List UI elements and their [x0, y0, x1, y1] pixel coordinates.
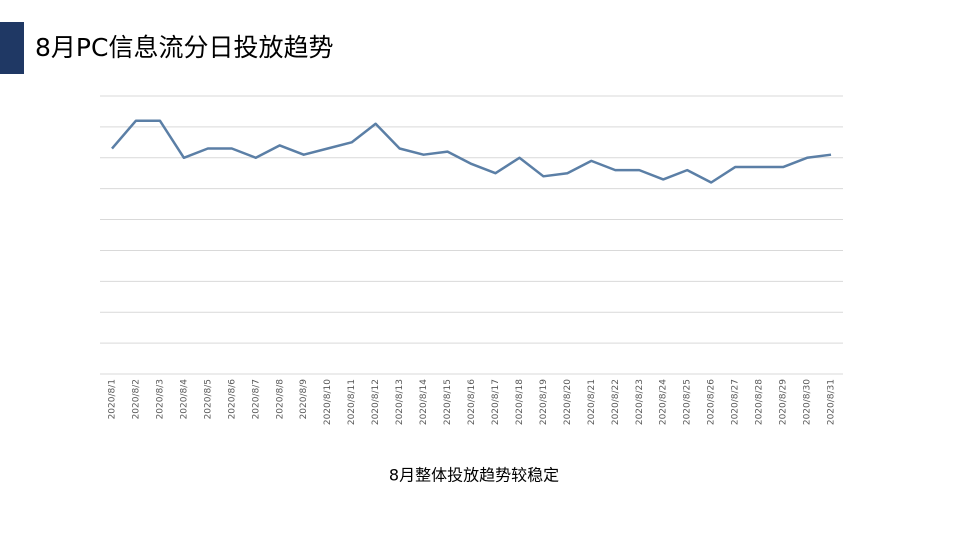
caption: 8月整体投放趋势较稳定 [389, 466, 559, 485]
x-tick-label: 2020/8/24 [659, 379, 669, 425]
x-tick-label: 2020/8/18 [515, 379, 525, 425]
x-tick-label: 2020/8/10 [323, 379, 333, 425]
x-tick-label: 2020/8/30 [803, 379, 813, 425]
x-tick-label: 2020/8/4 [179, 379, 189, 420]
x-tick-label: 2020/8/21 [587, 379, 597, 425]
x-tick-label: 2020/8/3 [155, 379, 165, 419]
x-tick-label: 2020/8/6 [227, 379, 237, 420]
x-tick-label: 2020/8/25 [683, 379, 693, 425]
x-tick-label: 2020/8/19 [539, 379, 549, 425]
x-tick-label: 2020/8/31 [827, 379, 837, 425]
x-tick-label: 2020/8/8 [275, 379, 285, 420]
x-tick-label: 2020/8/14 [419, 379, 429, 425]
x-tick-label: 2020/8/13 [395, 379, 405, 425]
x-tick-label: 2020/8/20 [563, 379, 573, 425]
x-tick-label: 2020/8/2 [131, 379, 141, 419]
x-tick-label: 2020/8/22 [611, 379, 621, 425]
x-tick-label: 2020/8/12 [371, 379, 381, 425]
x-tick-label: 2020/8/29 [779, 379, 789, 425]
title-accent [0, 22, 24, 74]
x-tick-label: 2020/8/7 [251, 379, 261, 419]
x-tick-label: 2020/8/26 [707, 379, 717, 425]
x-tick-label: 2020/8/1 [107, 379, 117, 419]
x-tick-label: 2020/8/9 [299, 379, 309, 420]
x-tick-label: 2020/8/23 [635, 379, 645, 425]
x-tick-label: 2020/8/27 [731, 379, 741, 425]
x-tick-label: 2020/8/11 [347, 379, 357, 425]
x-tick-label: 2020/8/17 [491, 379, 501, 425]
x-tick-label: 2020/8/28 [755, 379, 765, 425]
x-tick-label: 2020/8/16 [467, 379, 477, 425]
data-line [111, 119, 832, 184]
chart-title: 8月PC信息流分日投放趋势 [35, 33, 333, 62]
x-tick-label: 2020/8/5 [203, 379, 213, 419]
x-tick-label: 2020/8/15 [443, 379, 453, 425]
